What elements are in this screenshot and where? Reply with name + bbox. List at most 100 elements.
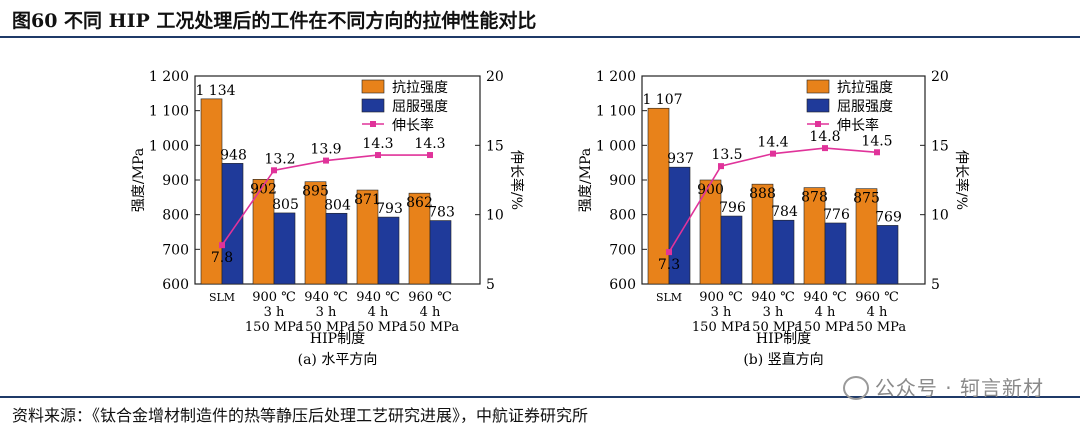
label-yield: 937 [667, 151, 694, 167]
elongation-point [323, 157, 329, 164]
label-yield: 784 [771, 204, 798, 220]
x-tick-label: 940 ℃ [356, 290, 400, 305]
label-elongation: 7.8 [211, 250, 233, 266]
elongation-point [822, 145, 828, 152]
legend-swatch-yield [361, 98, 385, 113]
y-tick-label: 1 100 [596, 104, 636, 120]
elongation-point [666, 249, 672, 256]
x-tick-label: 150 MPa [848, 320, 906, 335]
chart-caption: (a) 水平方向 [298, 352, 378, 368]
label-yield: 796 [719, 200, 746, 216]
legend-label-elongation: 伸长率 [392, 117, 434, 134]
x-tick-label: 940 ℃ [304, 290, 348, 305]
y2-tick-label: 10 [931, 208, 949, 224]
label-tensile: 895 [302, 184, 329, 200]
x-axis-title: HIP制度 [310, 331, 365, 347]
x-tick-label: 900 ℃ [252, 290, 296, 305]
label-tensile: 875 [853, 191, 880, 207]
y-tick-label: 1 000 [596, 138, 636, 154]
bar-yield [876, 225, 899, 285]
legend-swatch-yield [806, 98, 830, 113]
label-yield: 804 [324, 197, 351, 213]
x-tick-label: 960 ℃ [408, 290, 452, 305]
elongation-point [375, 152, 381, 159]
elongation-point [874, 149, 880, 156]
x-tick-label: 4 h [368, 305, 389, 320]
label-yield: 769 [875, 209, 902, 225]
y2-tick-label: 15 [931, 138, 949, 154]
label-elongation: 13.2 [264, 151, 295, 167]
label-elongation: 14.4 [757, 135, 788, 151]
label-tensile: 1 107 [642, 92, 682, 108]
y2-axis-title: 伸长率/% [508, 150, 525, 210]
y-axis-title: 强度/MPa [578, 148, 594, 212]
y2-tick-label: 15 [486, 138, 504, 154]
x-tick-label: 4 h [420, 305, 441, 320]
y-axis-title: 强度/MPa [131, 148, 147, 212]
bar-yield [772, 219, 795, 285]
label-tensile: 871 [354, 192, 381, 208]
label-elongation: 13.9 [310, 142, 341, 158]
top-rule [0, 36, 1080, 38]
y2-tick-label: 5 [486, 277, 495, 293]
x-tick-label: 3 h [264, 305, 285, 320]
legend-label-tensile: 抗拉强度 [392, 80, 448, 96]
legend-label-yield: 屈服强度 [837, 99, 893, 115]
y-tick-label: 1 200 [596, 69, 636, 85]
label-tensile: 888 [749, 186, 776, 202]
x-tick-label: 150 MPa [297, 320, 355, 335]
legend-swatch-tensile [361, 79, 385, 94]
label-tensile: 862 [406, 195, 433, 211]
label-yield: 793 [376, 201, 403, 217]
bar-yield [221, 163, 244, 285]
label-elongation: 13.5 [711, 147, 742, 163]
label-yield: 948 [220, 147, 247, 163]
y-tick-label: 900 [162, 173, 189, 189]
chart-b: 600 700 800 900 1 000 1 100 1 200 5 10 15 20 强度/MPa… [578, 69, 970, 368]
label-elongation: 14.5 [861, 133, 892, 149]
legend-swatch-tensile [806, 79, 830, 94]
y2-tick-label: 20 [486, 69, 504, 85]
chart-a: 600 700 800 900 1 000 1 100 1 200 5 10 15 20 强度/MPa… [131, 69, 525, 368]
x-tick-label: 150 MPa [692, 320, 750, 335]
elongation-point [718, 163, 724, 170]
x-tick-label: 3 h [711, 305, 732, 320]
label-tensile: 878 [801, 190, 828, 206]
charts-canvas: 600 700 800 900 1 000 1 100 1 200 5 10 15 20 强度/MPa… [131, 69, 970, 368]
bottom-rule [0, 396, 1080, 398]
x-tick-label: 3 h [316, 305, 337, 320]
label-yield: 805 [272, 197, 299, 213]
label-elongation: 14.3 [414, 136, 445, 152]
legend-marker-elongation [370, 121, 376, 127]
elongation-point [219, 242, 225, 249]
x-tick-label: 150 MPa [744, 320, 802, 335]
label-yield: 783 [428, 205, 455, 221]
x-tick-label: 150 MPa [245, 320, 303, 335]
chart-caption: (b) 竖直方向 [743, 351, 823, 368]
label-yield: 776 [823, 207, 850, 223]
x-tick-label: 150 MPa [349, 320, 407, 335]
x-tick-label: 4 h [815, 305, 836, 320]
y-tick-label: 1 100 [149, 104, 189, 120]
x-tick-label: 900 ℃ [699, 290, 743, 305]
label-tensile: 1 134 [195, 83, 235, 99]
y-tick-label: 800 [162, 208, 189, 224]
y-tick-label: 600 [162, 277, 189, 293]
bar-yield [429, 220, 452, 285]
elongation-point [770, 150, 776, 157]
y-tick-label: 700 [609, 242, 636, 258]
bar-yield [325, 212, 348, 285]
y2-tick-label: 20 [931, 69, 949, 85]
bar-yield [824, 222, 847, 285]
x-tick-label: 940 ℃ [751, 290, 795, 305]
wechat-logo-icon [842, 375, 869, 400]
elongation-point [427, 152, 433, 159]
y2-tick-label: 10 [486, 208, 504, 224]
label-elongation: 14.8 [809, 129, 840, 145]
label-tensile: 902 [250, 181, 277, 197]
watermark: 公众号 · 轲言新材 [842, 372, 1044, 402]
bar-yield [668, 166, 691, 285]
bar-yield [273, 212, 296, 285]
x-tick-label: 150 MPa [401, 320, 459, 335]
x-tick-label: 150 MPa [796, 320, 854, 335]
